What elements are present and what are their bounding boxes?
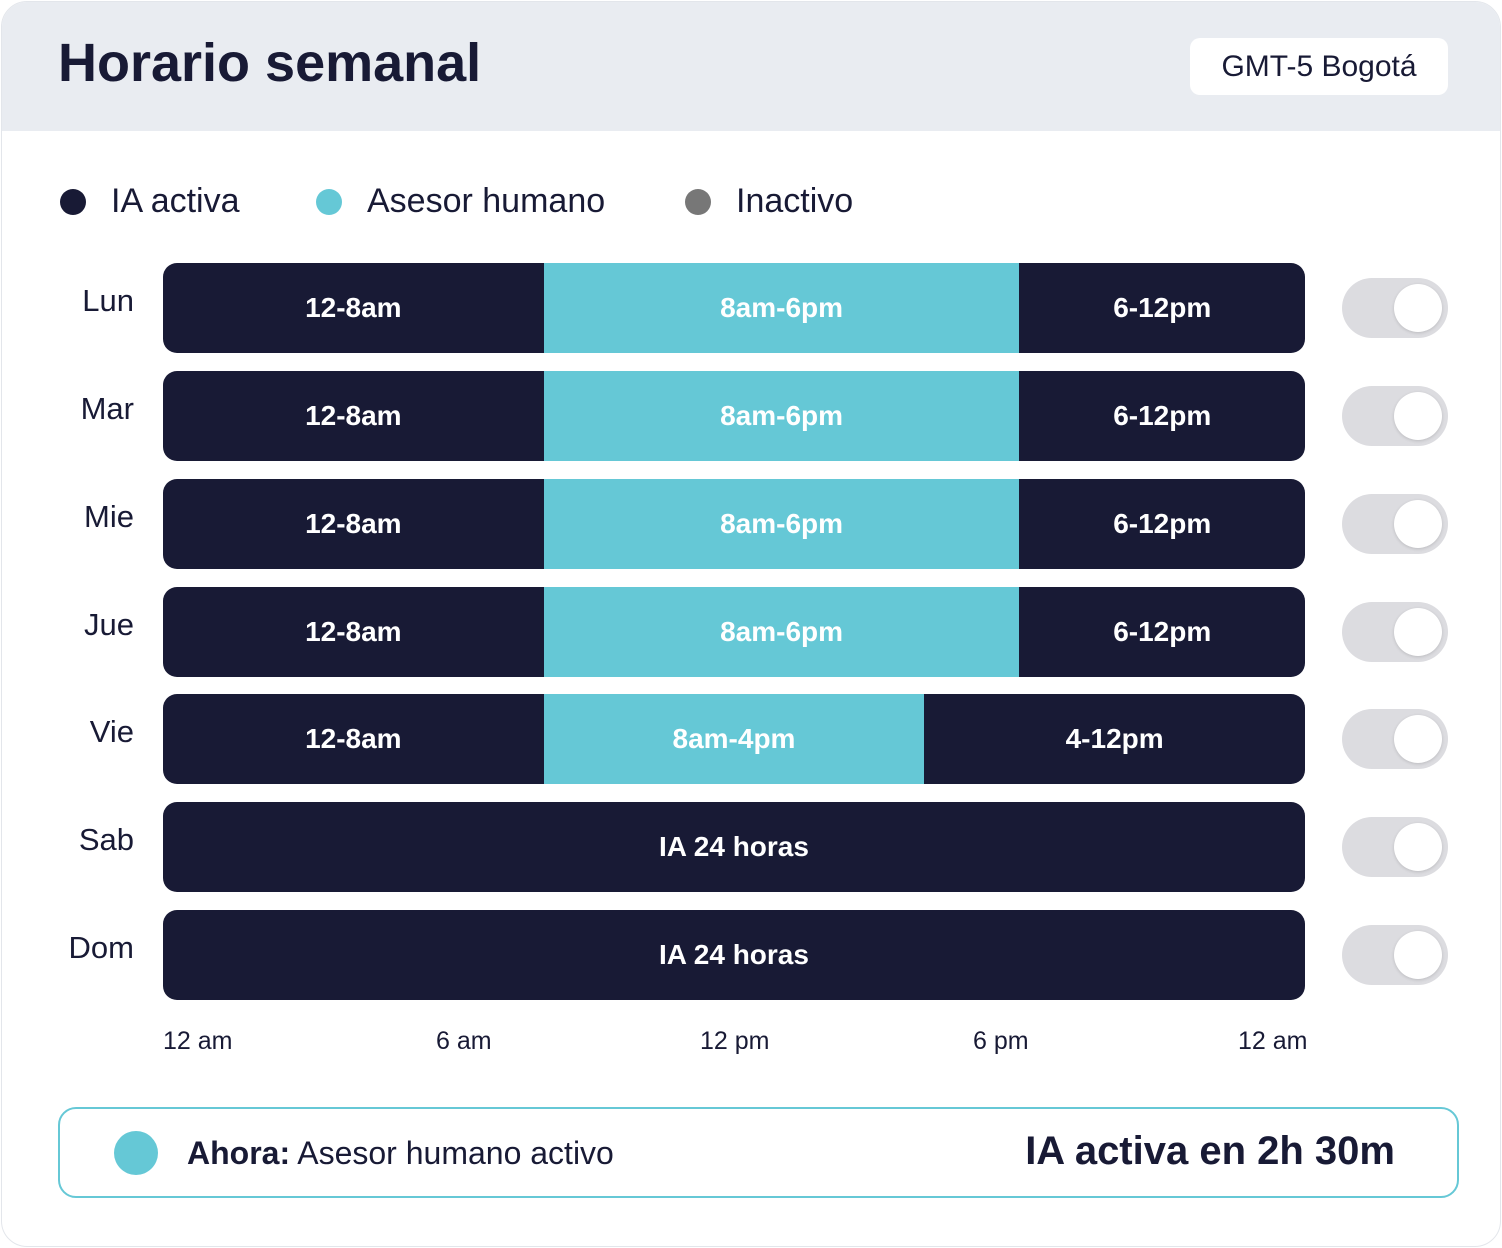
schedule-segment-ia[interactable]: 12-8am bbox=[163, 263, 544, 353]
axis-tick-label: 6 am bbox=[436, 1027, 492, 1055]
day-toggle[interactable] bbox=[1342, 817, 1448, 877]
toggle-knob bbox=[1394, 931, 1442, 979]
day-label: Vie bbox=[89, 714, 134, 749]
legend-label: IA activa bbox=[111, 182, 240, 220]
day-label: Dom bbox=[68, 930, 134, 965]
day-toggle[interactable] bbox=[1342, 386, 1448, 446]
status-text: Ahora: Asesor humano activo bbox=[187, 1135, 614, 1172]
schedule-bar[interactable]: 12-8am 8am-6pm 6-12pm bbox=[163, 371, 1305, 461]
day-row: Dom IA 24 horas bbox=[2, 910, 1500, 1000]
legend-label: Asesor humano bbox=[367, 182, 606, 220]
day-toggle[interactable] bbox=[1342, 925, 1448, 985]
day-toggle[interactable] bbox=[1342, 278, 1448, 338]
toggle-knob bbox=[1394, 284, 1442, 332]
axis-tick-label: 6 pm bbox=[973, 1027, 1029, 1055]
day-label: Lun bbox=[82, 283, 134, 318]
day-row: Jue 12-8am 8am-6pm 6-12pm bbox=[2, 587, 1500, 677]
schedule-segment-human[interactable]: 8am-6pm bbox=[543, 371, 1020, 461]
schedule-segment-ia[interactable]: 6-12pm bbox=[1019, 479, 1305, 569]
day-row: Mie 12-8am 8am-6pm 6-12pm bbox=[2, 479, 1500, 569]
schedule-bar[interactable]: 12-8am 8am-6pm 6-12pm bbox=[163, 263, 1305, 353]
toggle-knob bbox=[1394, 608, 1442, 656]
schedule-bar[interactable]: 12-8am 8am-4pm 4-12pm bbox=[163, 694, 1305, 784]
toggle-knob bbox=[1394, 715, 1442, 763]
schedule-segment-ia[interactable]: 6-12pm bbox=[1019, 371, 1305, 461]
legend-label: Inactivo bbox=[736, 182, 854, 220]
legend-item: Asesor humano bbox=[316, 182, 605, 221]
schedule-bar[interactable]: 12-8am 8am-6pm 6-12pm bbox=[163, 587, 1305, 677]
schedule-segment-ia[interactable]: 12-8am bbox=[163, 694, 544, 784]
timezone-selector[interactable]: GMT-5 Bogotá bbox=[1190, 38, 1448, 95]
day-row: Lun 12-8am 8am-6pm 6-12pm bbox=[2, 263, 1500, 353]
schedule-segment-ia[interactable]: 12-8am bbox=[163, 587, 544, 677]
status-prefix: Ahora bbox=[187, 1135, 280, 1171]
legend-dot-icon bbox=[60, 188, 86, 215]
schedule-bar[interactable]: IA 24 horas bbox=[163, 802, 1305, 892]
day-toggle[interactable] bbox=[1342, 709, 1448, 769]
day-toggle[interactable] bbox=[1342, 602, 1448, 662]
schedule-segment-human[interactable]: 8am-6pm bbox=[543, 263, 1020, 353]
page-title: Horario semanal bbox=[58, 33, 482, 93]
schedule-segment-ia[interactable]: IA 24 horas bbox=[163, 910, 1305, 1000]
status-separator: : bbox=[279, 1135, 291, 1171]
schedule-bar[interactable]: 12-8am 8am-6pm 6-12pm bbox=[163, 479, 1305, 569]
toggle-knob bbox=[1394, 392, 1442, 440]
day-row: Sab IA 24 horas bbox=[2, 802, 1500, 892]
schedule-segment-ia[interactable]: 6-12pm bbox=[1019, 587, 1305, 677]
schedule-segment-ia[interactable]: 12-8am bbox=[163, 479, 544, 569]
day-label: Sab bbox=[78, 822, 134, 857]
day-row: Mar 12-8am 8am-6pm 6-12pm bbox=[2, 371, 1500, 461]
axis-tick-label: 12 am bbox=[163, 1027, 233, 1055]
axis-tick-label: 12 am bbox=[1238, 1027, 1308, 1055]
toggle-knob bbox=[1394, 500, 1442, 548]
day-row: Vie 12-8am 8am-4pm 4-12pm bbox=[2, 694, 1500, 784]
day-label: Jue bbox=[84, 607, 134, 642]
schedule-segment-ia[interactable]: 12-8am bbox=[163, 371, 544, 461]
axis-tick-label: 12 pm bbox=[700, 1027, 770, 1055]
schedule-segment-human[interactable]: 8am-6pm bbox=[543, 587, 1020, 677]
legend-dot-icon bbox=[316, 188, 342, 215]
schedule-segment-ia[interactable]: IA 24 horas bbox=[163, 802, 1305, 892]
legend-dot-icon bbox=[685, 188, 711, 215]
header: Horario semanal GMT-5 Bogotá bbox=[2, 2, 1500, 131]
day-label: Mar bbox=[80, 391, 134, 426]
schedule-segment-ia[interactable]: 6-12pm bbox=[1019, 263, 1305, 353]
toggle-knob bbox=[1394, 823, 1442, 871]
current-status-panel: Ahora: Asesor humano activo IA activa en… bbox=[58, 1107, 1459, 1198]
schedule-segment-human[interactable]: 8am-4pm bbox=[543, 694, 925, 784]
legend-item: IA activa bbox=[60, 182, 240, 221]
schedule-segment-human[interactable]: 8am-6pm bbox=[543, 479, 1020, 569]
schedule-segment-ia[interactable]: 4-12pm bbox=[924, 694, 1305, 784]
status-value: Asesor humano activo bbox=[290, 1135, 614, 1171]
schedule-bar[interactable]: IA 24 horas bbox=[163, 910, 1305, 1000]
status-dot-icon bbox=[114, 1131, 158, 1175]
day-label: Mie bbox=[84, 499, 134, 534]
next-change: IA activa en 2h 30m bbox=[1025, 1129, 1395, 1173]
day-toggle[interactable] bbox=[1342, 494, 1448, 554]
legend-item: Inactivo bbox=[685, 182, 853, 221]
